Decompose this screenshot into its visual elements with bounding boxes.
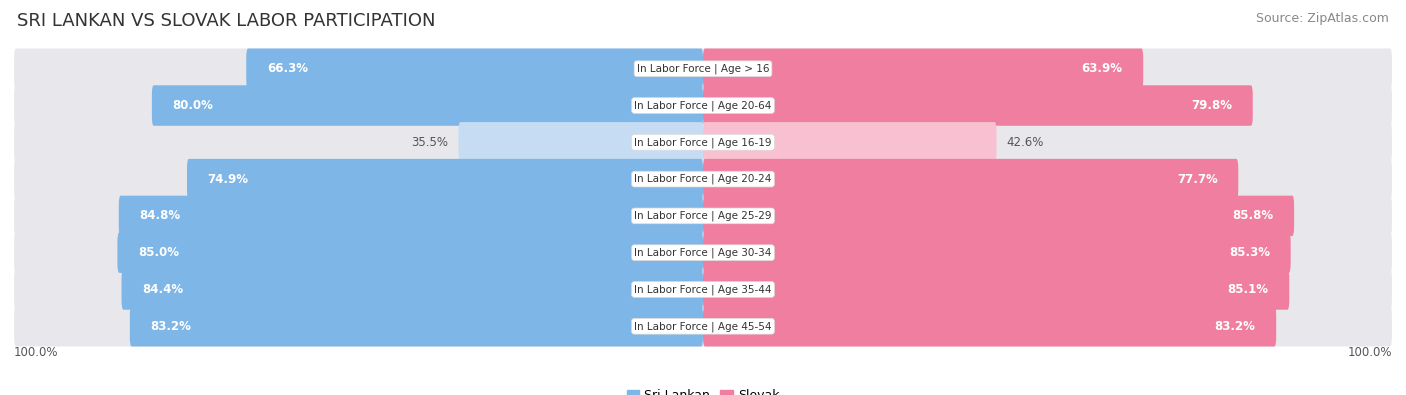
Text: In Labor Force | Age 20-64: In Labor Force | Age 20-64 (634, 100, 772, 111)
FancyBboxPatch shape (121, 269, 703, 310)
Text: 85.1%: 85.1% (1227, 283, 1268, 296)
FancyBboxPatch shape (703, 306, 1277, 346)
Text: 85.3%: 85.3% (1229, 246, 1270, 259)
Text: 77.7%: 77.7% (1177, 173, 1218, 186)
Text: 85.0%: 85.0% (138, 246, 179, 259)
Text: 84.8%: 84.8% (139, 209, 180, 222)
FancyBboxPatch shape (187, 159, 703, 199)
Text: In Labor Force | Age 16-19: In Labor Force | Age 16-19 (634, 137, 772, 148)
FancyBboxPatch shape (703, 85, 1253, 126)
FancyBboxPatch shape (703, 159, 1239, 199)
Text: Source: ZipAtlas.com: Source: ZipAtlas.com (1256, 12, 1389, 25)
FancyBboxPatch shape (14, 232, 1392, 273)
Text: 85.8%: 85.8% (1232, 209, 1274, 222)
Text: 79.8%: 79.8% (1191, 99, 1232, 112)
Text: In Labor Force | Age 30-34: In Labor Force | Age 30-34 (634, 247, 772, 258)
FancyBboxPatch shape (14, 269, 1392, 310)
Text: 42.6%: 42.6% (1007, 136, 1045, 149)
FancyBboxPatch shape (152, 85, 703, 126)
FancyBboxPatch shape (129, 306, 703, 346)
Text: In Labor Force | Age 25-29: In Labor Force | Age 25-29 (634, 211, 772, 221)
FancyBboxPatch shape (458, 122, 703, 163)
Text: In Labor Force | Age 45-54: In Labor Force | Age 45-54 (634, 321, 772, 331)
FancyBboxPatch shape (14, 159, 1392, 199)
Text: 83.2%: 83.2% (1215, 320, 1256, 333)
FancyBboxPatch shape (14, 85, 1392, 126)
FancyBboxPatch shape (703, 196, 1294, 236)
FancyBboxPatch shape (14, 196, 1392, 236)
Text: 100.0%: 100.0% (1347, 346, 1392, 359)
Text: 74.9%: 74.9% (208, 173, 249, 186)
FancyBboxPatch shape (703, 232, 1291, 273)
Text: 63.9%: 63.9% (1081, 62, 1122, 75)
Text: In Labor Force | Age 20-24: In Labor Force | Age 20-24 (634, 174, 772, 184)
Text: 35.5%: 35.5% (411, 136, 449, 149)
FancyBboxPatch shape (703, 49, 1143, 89)
Text: In Labor Force | Age 35-44: In Labor Force | Age 35-44 (634, 284, 772, 295)
FancyBboxPatch shape (118, 196, 703, 236)
FancyBboxPatch shape (14, 306, 1392, 346)
Text: 100.0%: 100.0% (14, 346, 59, 359)
FancyBboxPatch shape (14, 49, 1392, 89)
Text: 80.0%: 80.0% (173, 99, 214, 112)
Text: 84.4%: 84.4% (142, 283, 183, 296)
Text: 83.2%: 83.2% (150, 320, 191, 333)
FancyBboxPatch shape (117, 232, 703, 273)
Text: In Labor Force | Age > 16: In Labor Force | Age > 16 (637, 64, 769, 74)
Text: SRI LANKAN VS SLOVAK LABOR PARTICIPATION: SRI LANKAN VS SLOVAK LABOR PARTICIPATION (17, 12, 436, 30)
FancyBboxPatch shape (14, 122, 1392, 163)
FancyBboxPatch shape (703, 269, 1289, 310)
FancyBboxPatch shape (246, 49, 703, 89)
Legend: Sri Lankan, Slovak: Sri Lankan, Slovak (621, 384, 785, 395)
Text: 66.3%: 66.3% (267, 62, 308, 75)
FancyBboxPatch shape (703, 122, 997, 163)
